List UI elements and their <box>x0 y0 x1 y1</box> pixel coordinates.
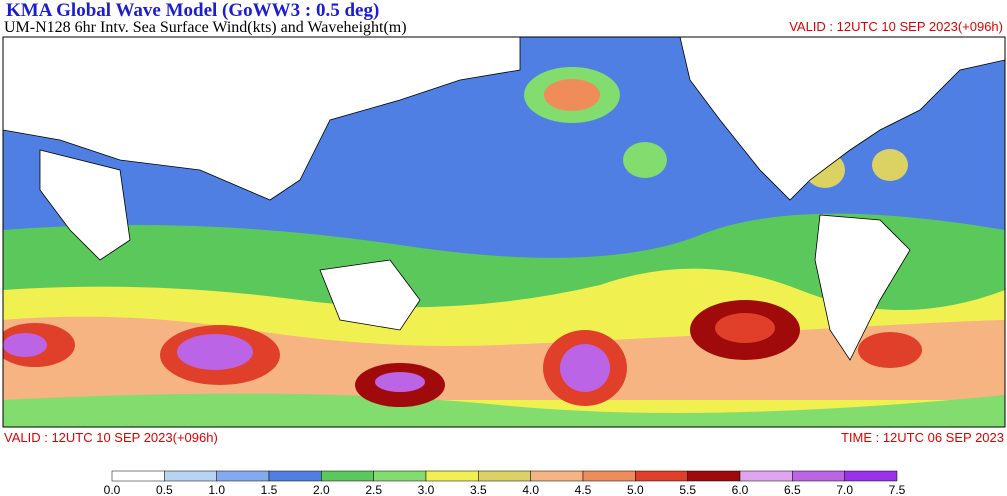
colorbar-label: 2.0 <box>313 483 330 496</box>
color-swatch <box>844 470 898 482</box>
colorbar-label: 3.0 <box>418 483 435 496</box>
storm <box>544 79 600 111</box>
title: KMA Global Wave Model (GoWW3 : 0.5 deg) <box>6 0 379 21</box>
colorbar-label: 2.5 <box>365 483 382 496</box>
colorbar-label: 1.0 <box>208 483 225 496</box>
colorbar-label: 4.0 <box>522 483 539 496</box>
land <box>679 37 1005 201</box>
color-swatch <box>111 470 165 482</box>
colorbar-label: 6.0 <box>732 483 749 496</box>
colorbar-label: 6.5 <box>784 483 801 496</box>
colorbar-label: 5.5 <box>679 483 696 496</box>
storm <box>375 372 425 392</box>
color-swatch <box>582 470 636 482</box>
color-swatch <box>530 470 584 482</box>
subtitle: UM-N128 6hr Intv. Sea Surface Wind(kts) … <box>4 19 407 36</box>
land <box>39 149 131 261</box>
storm <box>872 149 908 181</box>
colorbar-label: 4.5 <box>575 483 592 496</box>
color-swatch <box>216 470 270 482</box>
valid-time: VALID : 12UTC 10 SEP 2023(+096h) <box>789 19 1003 34</box>
storm <box>715 313 775 343</box>
color-swatch <box>635 470 688 482</box>
storm <box>858 332 922 368</box>
color-swatch <box>792 470 845 482</box>
valid-time: VALID : 12UTC 10 SEP 2023(+096h) <box>4 430 218 445</box>
land <box>319 259 421 331</box>
colorbar-label: 1.5 <box>261 483 278 496</box>
color-swatch <box>373 470 427 482</box>
color-swatch <box>321 470 374 482</box>
analysis-time: TIME : 12UTC 06 SEP 2023 <box>841 430 1004 445</box>
storm <box>3 333 47 357</box>
color-swatch <box>425 470 479 482</box>
colorbar-label: 3.5 <box>470 483 487 496</box>
storm <box>623 142 667 178</box>
colorbar-label: 5.0 <box>627 483 644 496</box>
land <box>814 214 911 361</box>
color-swatch <box>687 470 741 482</box>
colorbar-label: 0.5 <box>156 483 173 496</box>
color-swatch <box>478 470 531 482</box>
storm <box>560 344 610 392</box>
wave-band <box>3 393 1005 427</box>
colorbar: 0.0 0.5 1.0 1.5 2.0 2.5 3.0 3.5 4.0 4.5 5.0 5.5 6.0 6… <box>104 470 906 496</box>
color-swatch <box>268 470 322 482</box>
colorbar-label: 7.0 <box>836 483 853 496</box>
map <box>2 36 1006 428</box>
colorbar-label: 0.0 <box>104 483 121 496</box>
color-swatch <box>739 470 793 482</box>
land <box>3 37 521 201</box>
storm <box>177 334 253 370</box>
colorbar-label: 7.5 <box>889 483 906 496</box>
color-swatch <box>164 470 217 482</box>
